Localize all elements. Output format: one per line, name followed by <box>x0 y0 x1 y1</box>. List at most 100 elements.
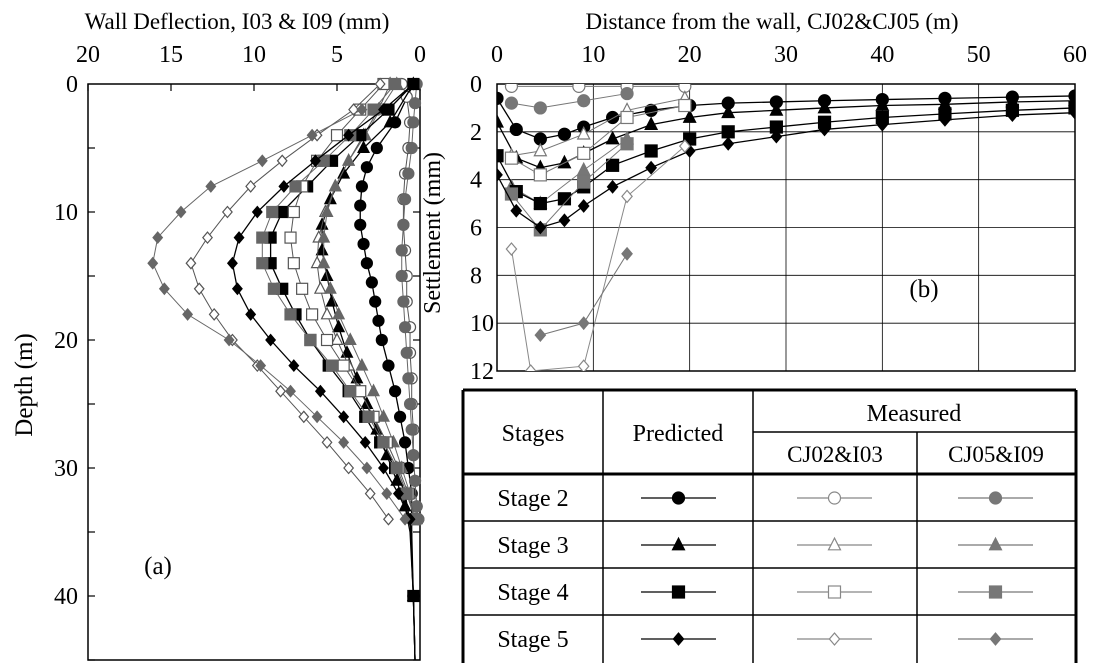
data-point <box>231 282 243 296</box>
data-point <box>497 114 504 128</box>
legend-symbol-stage-2-pred <box>641 491 716 505</box>
panel-a-y-tick-label: 0 <box>66 72 78 98</box>
data-point <box>1006 108 1019 123</box>
data-point <box>377 436 390 449</box>
panel-a-y-tick-label: 20 <box>54 328 78 354</box>
panel-b-series-stage-5-cj05i09 <box>534 246 633 343</box>
data-point <box>332 306 346 320</box>
data-point <box>533 168 547 182</box>
data-point <box>278 179 290 193</box>
data-point <box>395 269 408 283</box>
data-point <box>306 308 319 321</box>
data-point <box>621 246 633 261</box>
legend-symbol-stage-5-gray <box>958 632 1033 646</box>
data-point <box>620 110 634 125</box>
panel-b-ticks: 0 10 20 30 40 50 60 0 2 4 6 8 10 12 <box>470 42 1087 385</box>
data-point <box>356 103 368 117</box>
data-point <box>256 257 269 270</box>
data-point <box>365 276 378 289</box>
legend-symbol-stage-3-pred <box>641 536 716 551</box>
legend-marker <box>827 536 842 551</box>
panel-b-x-tick-label: 30 <box>774 42 798 68</box>
data-point <box>558 213 571 228</box>
legend-header-stages: Stages <box>502 421 565 447</box>
legend-row-label: Stage 5 <box>497 627 568 653</box>
data-point <box>320 204 334 217</box>
panel-b-x-tick-label: 0 <box>491 42 503 68</box>
data-point <box>504 151 519 165</box>
data-point <box>287 205 300 219</box>
data-point <box>400 346 413 359</box>
data-point <box>320 333 334 347</box>
panel-b-series-stage-2-cj02i03 <box>504 84 692 93</box>
data-point <box>577 94 591 108</box>
legend-row-label: Stage 3 <box>497 533 568 559</box>
data-point <box>304 333 317 347</box>
data-point <box>342 153 356 166</box>
data-point <box>296 282 309 295</box>
data-point <box>357 140 371 153</box>
data-point <box>205 179 217 193</box>
series-line <box>511 138 628 205</box>
data-point <box>193 282 205 296</box>
data-point <box>382 359 395 372</box>
data-point <box>362 410 375 423</box>
data-point <box>407 589 419 603</box>
panel-b-settlement: Distance from the wall, CJ02&CJ05 (m) Se… <box>420 9 1087 385</box>
legend-symbol-stage-4-gray <box>958 585 1033 599</box>
data-point <box>360 257 373 270</box>
legend-marker <box>988 491 1003 505</box>
data-point <box>343 461 355 475</box>
data-point <box>722 136 735 151</box>
data-point <box>644 144 658 158</box>
data-point <box>354 218 367 231</box>
data-point <box>320 306 334 320</box>
panel-a-y-tick-label: 30 <box>54 456 78 482</box>
series-line <box>511 93 628 109</box>
data-point <box>398 436 412 449</box>
data-point <box>557 154 572 169</box>
panel-b-x-tick-label: 20 <box>678 42 702 68</box>
panel-a-y-tick-label: 40 <box>54 584 78 610</box>
panel-b-series <box>497 84 1075 371</box>
legend-symbol-stage-2-gray <box>958 491 1033 505</box>
data-point <box>497 167 503 182</box>
panel-a-x-tick-label: 0 <box>414 42 426 68</box>
panel-b-series-stage-5-predicted <box>497 105 1075 235</box>
data-point <box>317 255 331 269</box>
data-point <box>375 333 388 347</box>
data-point <box>265 333 277 347</box>
legend-marker <box>672 632 685 646</box>
data-point <box>557 192 572 206</box>
data-point <box>355 357 369 371</box>
data-point <box>390 461 403 475</box>
data-point <box>399 512 411 526</box>
panel-a-ticks: 20 15 10 5 0 0 10 20 30 40 <box>54 42 426 661</box>
data-point <box>509 122 523 137</box>
data-point <box>288 359 300 373</box>
data-point <box>332 319 346 333</box>
legend-table: Stages Predicted Measured CJ02&I03 CJ05&… <box>461 388 1078 663</box>
legend-marker <box>828 632 841 646</box>
data-point <box>876 117 889 132</box>
data-point <box>678 98 692 113</box>
data-point <box>376 409 390 422</box>
data-point <box>340 345 354 358</box>
data-point <box>374 77 386 91</box>
panel-b-x-tick-label: 40 <box>870 42 894 68</box>
panel-b-y-tick-label: 6 <box>470 216 482 242</box>
legend-header-cj05-i09: CJ05&I09 <box>948 442 1044 467</box>
panel-b-series-stage-5-cj02i03 <box>505 139 691 371</box>
data-point <box>323 281 337 294</box>
data-point <box>644 116 659 131</box>
data-point <box>354 129 367 142</box>
data-point <box>605 158 620 172</box>
legend-header-cj02-i03: CJ02&I03 <box>787 442 883 467</box>
data-point <box>621 189 633 204</box>
data-point <box>221 205 233 219</box>
data-point <box>361 461 373 475</box>
legend-symbol-stage-3-open <box>797 536 872 551</box>
data-point <box>182 307 194 321</box>
series-line <box>231 83 416 661</box>
